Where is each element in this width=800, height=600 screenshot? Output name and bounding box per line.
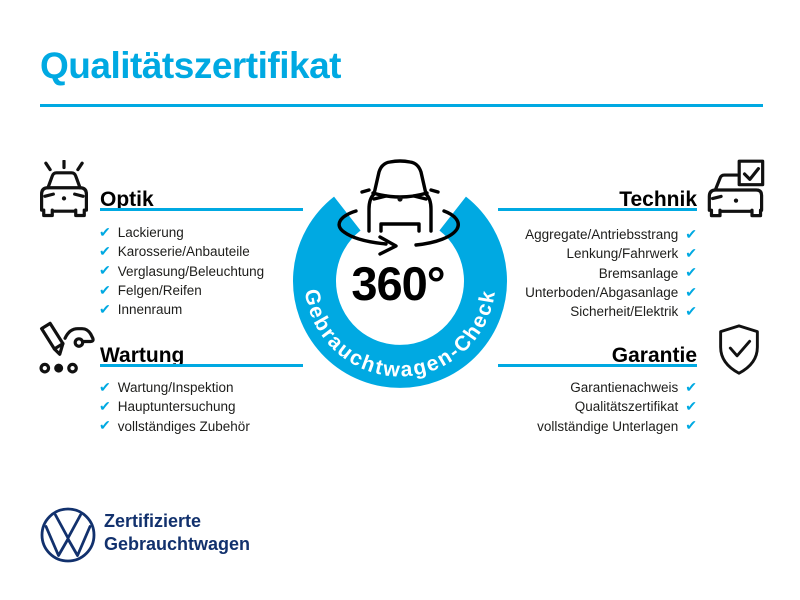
check-icon: ✔ (685, 264, 697, 281)
checklist-item: Qualitätszertifikat ✔ (537, 397, 697, 416)
check-icon: ✔ (99, 397, 111, 414)
check-icon: ✔ (685, 378, 697, 395)
checklist-item: Bremsanlage ✔ (525, 264, 697, 283)
heading-underline (100, 364, 303, 367)
section-heading-technik: Technik (619, 188, 697, 211)
page-title: Qualitätszertifikat (40, 45, 341, 86)
checklist-item-label: Wartung/Inspektion (117, 380, 234, 396)
shield-check-icon (719, 324, 759, 375)
checklist-technik: Aggregate/Antriebsstrang ✔ Lenkung/Fahrwer… (525, 225, 697, 321)
checklist-item-label: Garantienachweis (570, 380, 679, 396)
checklist-item: ✔ Verglasung/Beleuchtung (99, 262, 264, 281)
check-icon: ✔ (99, 242, 111, 259)
heading-underline (498, 364, 697, 367)
checklist-item: ✔ Felgen/Reifen (99, 281, 264, 300)
rotating-car-icon (337, 159, 460, 256)
service-checklist-icon (39, 321, 95, 374)
check-icon: ✔ (685, 302, 697, 319)
checklist-item-label: Karosserie/Anbauteile (117, 244, 250, 260)
check-icon: ✔ (99, 281, 111, 298)
checklist-item: Unterboden/Abgasanlage ✔ (525, 283, 697, 302)
check-icon: ✔ (99, 300, 111, 317)
car-shine-icon (40, 160, 88, 218)
checklist-optik: ✔ Lackierung ✔ Karosserie/Anbauteile ✔ Vergla… (99, 223, 264, 319)
checklist-item-label: vollständiges Zubehör (117, 418, 250, 434)
checklist-item: Garantienachweis ✔ (537, 378, 697, 397)
checklist-item-label: Innenraum (117, 302, 183, 318)
check-icon: ✔ (685, 244, 697, 261)
checklist-item: vollständige Unterlagen ✔ (537, 417, 697, 436)
checklist-item-label: Sicherheit/Elektrik (570, 304, 679, 320)
degree-label: 360° (351, 257, 444, 310)
title-rule (40, 104, 763, 107)
checklist-item-label: Lackierung (117, 225, 184, 241)
check-icon: ✔ (99, 262, 111, 279)
check-icon: ✔ (685, 397, 697, 414)
checklist-item: Sicherheit/Elektrik ✔ (525, 302, 697, 321)
checklist-item-label: Hauptuntersuchung (117, 399, 236, 415)
check-icon: ✔ (685, 283, 697, 300)
360-badge: Gebrauchtwagen-Check 360° (293, 159, 507, 388)
checklist-garantie: Garantienachweis ✔ Qualitätszertifikat ✔ vol… (537, 378, 697, 436)
vw-logo (40, 507, 96, 563)
checklist-item-label: Lenkung/Fahrwerk (566, 246, 679, 262)
checklist-item-label: Aggregate/Antriebsstrang (525, 227, 679, 243)
check-icon: ✔ (685, 417, 697, 434)
footer-line2: Gebrauchtwagen (104, 534, 251, 554)
check-icon: ✔ (99, 417, 111, 434)
section-heading-garantie: Garantie (611, 344, 697, 367)
checklist-item: ✔ Karosserie/Anbauteile (99, 242, 264, 261)
check-icon: ✔ (99, 223, 111, 240)
checklist-wartung: ✔ Wartung/Inspektion ✔ Hauptuntersuchung ✔ vo… (99, 378, 250, 436)
checklist-item: ✔ Innenraum (99, 300, 264, 319)
checklist-item-label: Bremsanlage (598, 265, 679, 281)
checklist-item-label: vollständige Unterlagen (537, 418, 679, 434)
footer-line1: Zertifizierte (104, 511, 202, 531)
car-checkbox-icon (707, 159, 765, 218)
heading-underline (498, 208, 697, 211)
checklist-item: Lenkung/Fahrwerk ✔ (525, 244, 697, 263)
checklist-item-label: Verglasung/Beleuchtung (117, 263, 265, 279)
checklist-item-label: Felgen/Reifen (117, 283, 202, 299)
checklist-item: Aggregate/Antriebsstrang ✔ (525, 225, 697, 244)
checklist-item: ✔ Hauptuntersuchung (99, 397, 250, 416)
footer-brand-text: Zertifizierte Gebrauchtwagen (104, 510, 250, 556)
checklist-item-label: Qualitätszertifikat (574, 399, 679, 415)
checklist-item: ✔ Wartung/Inspektion (99, 378, 250, 397)
checklist-item-label: Unterboden/Abgasanlage (525, 285, 679, 301)
heading-underline (100, 208, 303, 211)
checklist-item: ✔ vollständiges Zubehör (99, 417, 250, 436)
section-heading-wartung: Wartung (100, 344, 185, 367)
check-icon: ✔ (99, 378, 111, 395)
section-heading-optik: Optik (100, 188, 154, 211)
checklist-item: ✔ Lackierung (99, 223, 264, 242)
check-icon: ✔ (685, 225, 697, 242)
